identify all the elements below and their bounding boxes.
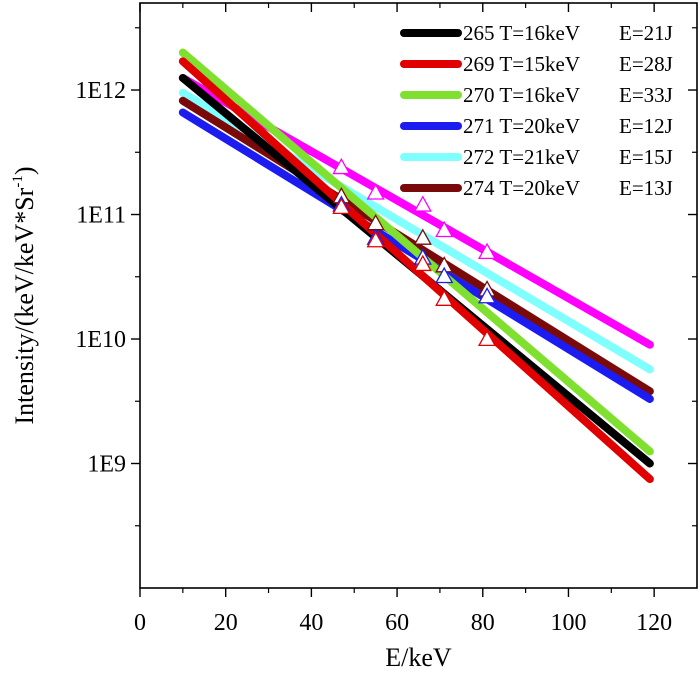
marker-3-2 [413,254,432,272]
y-tick-label-1: 1E10 [75,327,126,353]
legend-energy-271: E=12J [619,114,673,138]
y-axis: 1E9 1E10 1E11 1E12 [75,27,697,527]
legend-label-274: 274 T=20keV [463,176,580,200]
y-axis-title: Intensity/(keV/keV*Sr-1) [10,166,39,424]
x-tick-label-20: 20 [214,610,238,636]
legend-energy-274: E=13J [619,176,673,200]
x-tick-label-40: 40 [299,610,323,636]
y-tick-label-3: 1E12 [75,78,126,104]
legend-label-269: 269 T=15keV [463,52,580,76]
y-axis-title-suffix: ) [10,166,39,175]
data-markers [332,157,497,347]
marker-2-4 [477,287,497,304]
legend-energy-270: E=33J [619,83,673,107]
series-line-2 [178,96,654,396]
legend-label-271: 271 T=20keV [463,114,580,138]
marker-0-3 [435,220,454,238]
marker-0-0 [332,157,351,175]
x-axis: 0 20 40 60 80 100 120 [134,3,672,636]
marker-3-4 [477,329,497,347]
legend-energy-272: E=15J [619,145,673,169]
marker-0-4 [477,242,497,260]
marker-2-3 [435,266,454,284]
marker-3-3 [435,289,454,306]
series-line-4 [178,48,654,456]
marker-3-0 [332,197,351,215]
y-tick-label-0: 1E9 [87,452,126,478]
marker-1-2 [413,228,432,245]
marker-0-1 [366,183,385,200]
x-tick-label-60: 60 [385,610,409,636]
x-tick-label-80: 80 [471,610,495,636]
x-axis-title: E/keV [385,643,452,672]
legend-label-270: 270 T=16keV [463,83,580,107]
plot-frame [139,2,698,589]
x-tick-label-0: 0 [134,610,146,636]
y-tick-label-2: 1E11 [76,203,126,229]
legend: 265 T=16keV E=21J 269 T=15keV E=28J 270 T=16… [400,21,673,200]
marker-0-2 [413,195,432,212]
legend-energy-269: E=28J [619,52,673,76]
legend-label-272: 272 T=21keV [463,145,580,169]
marker-3-1 [366,231,385,248]
legend-label-265: 265 T=16keV [463,21,580,45]
y-axis-title-superscript: -1 [10,175,26,188]
x-tick-label-120: 120 [636,610,672,636]
x-tick-label-100: 100 [550,610,586,636]
legend-energy-265: E=21J [619,21,673,45]
y-axis-title-main: Intensity/(keV/keV*Sr [10,187,39,424]
